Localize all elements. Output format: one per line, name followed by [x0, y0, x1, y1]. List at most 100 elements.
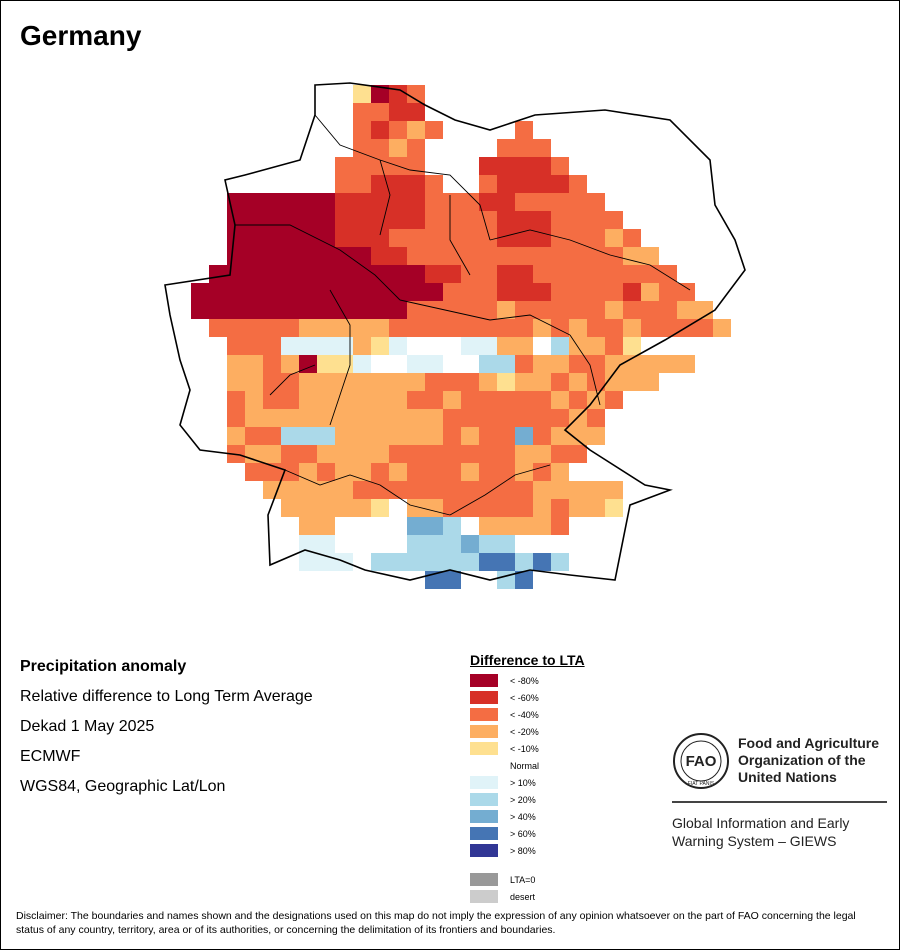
grid-cell: [353, 301, 371, 319]
grid-cell: [299, 499, 317, 517]
grid-cell: [551, 283, 569, 301]
grid-cell: [227, 229, 245, 247]
grid-cell: [479, 553, 497, 571]
grid-cell: [263, 337, 281, 355]
grid-cell: [389, 121, 407, 139]
grid-cell: [299, 355, 317, 373]
grid-cell: [533, 553, 551, 571]
grid-cell: [533, 247, 551, 265]
grid-cell: [461, 427, 479, 445]
grid-cell: [317, 229, 335, 247]
grid-cell: [299, 427, 317, 445]
grid-cell: [443, 211, 461, 229]
grid-cell: [533, 499, 551, 517]
grid-cell: [407, 211, 425, 229]
grid-cell: [281, 445, 299, 463]
grid-cell: [551, 157, 569, 175]
legend-label: < -60%: [510, 692, 539, 703]
grid-cell: [551, 517, 569, 535]
grid-cell: [389, 517, 407, 535]
grid-cell: [317, 211, 335, 229]
grid-cell: [479, 265, 497, 283]
grid-cell: [461, 193, 479, 211]
grid-cell: [587, 319, 605, 337]
grid-cell: [569, 319, 587, 337]
grid-cell: [515, 193, 533, 211]
grid-cell: [281, 337, 299, 355]
grid-cell: [461, 337, 479, 355]
grid-cell: [461, 535, 479, 553]
grid-cell: [389, 409, 407, 427]
grid-cell: [533, 427, 551, 445]
grid-cell: [497, 553, 515, 571]
legend-label: > 80%: [510, 845, 536, 856]
grid-cell: [569, 499, 587, 517]
grid-cell: [533, 535, 551, 553]
grid-cell: [281, 409, 299, 427]
grid-cell: [587, 409, 605, 427]
grid-cell: [407, 499, 425, 517]
grid-cell: [425, 481, 443, 499]
grid-cell: [317, 355, 335, 373]
grid-cell: [533, 139, 551, 157]
grid-cell: [281, 193, 299, 211]
legend-item: > 20%: [470, 791, 539, 808]
grid-cell: [407, 247, 425, 265]
grid-cell: [317, 373, 335, 391]
grid-cell: [317, 247, 335, 265]
grid-cell: [479, 535, 497, 553]
legend-item: < -80%: [470, 672, 539, 689]
grid-cell: [605, 283, 623, 301]
legend-swatch: [470, 742, 498, 755]
grid-cell: [497, 175, 515, 193]
grid-cell: [479, 319, 497, 337]
grid-cell: [443, 463, 461, 481]
grid-cell: [299, 229, 317, 247]
grid-cell: [605, 301, 623, 319]
grid-cell: [281, 247, 299, 265]
fao-name-line: United Nations: [738, 769, 837, 785]
grid-cell: [209, 319, 227, 337]
grid-cell: [263, 427, 281, 445]
grid-cell: [443, 247, 461, 265]
giews-line: Global Information and Early: [672, 815, 850, 831]
grid-cell: [569, 337, 587, 355]
grid-cell: [299, 481, 317, 499]
grid-cell: [425, 553, 443, 571]
grid-cell: [569, 283, 587, 301]
grid-cell: [407, 355, 425, 373]
grid-cell: [641, 355, 659, 373]
grid-cell: [569, 445, 587, 463]
grid-cell: [407, 409, 425, 427]
grid-cell: [461, 499, 479, 517]
grid-cell: [245, 301, 263, 319]
grid-cell: [497, 373, 515, 391]
grid-cell: [479, 391, 497, 409]
grid-cell: [317, 337, 335, 355]
grid-cell: [479, 517, 497, 535]
grid-cell: [479, 337, 497, 355]
grid-cell: [335, 463, 353, 481]
grid-cell: [263, 319, 281, 337]
grid-cell: [245, 319, 263, 337]
grid-cell: [443, 427, 461, 445]
grid-cell: [515, 535, 533, 553]
grid-cell: [263, 211, 281, 229]
grid-cell: [443, 265, 461, 283]
grid-cell: [497, 319, 515, 337]
map-title: Germany: [20, 20, 142, 51]
grid-cell: [371, 211, 389, 229]
grid-cell: [623, 337, 641, 355]
grid-cell: [479, 157, 497, 175]
grid-cell: [407, 229, 425, 247]
grid-cell: [407, 139, 425, 157]
grid-cell: [245, 409, 263, 427]
grid-cell: [335, 283, 353, 301]
grid-cell: [443, 355, 461, 373]
grid-cell: [461, 265, 479, 283]
grid-cell: [353, 193, 371, 211]
legend-item: < -10%: [470, 740, 539, 757]
grid-cell: [605, 211, 623, 229]
grid-cell: [497, 211, 515, 229]
grid-cell: [389, 211, 407, 229]
